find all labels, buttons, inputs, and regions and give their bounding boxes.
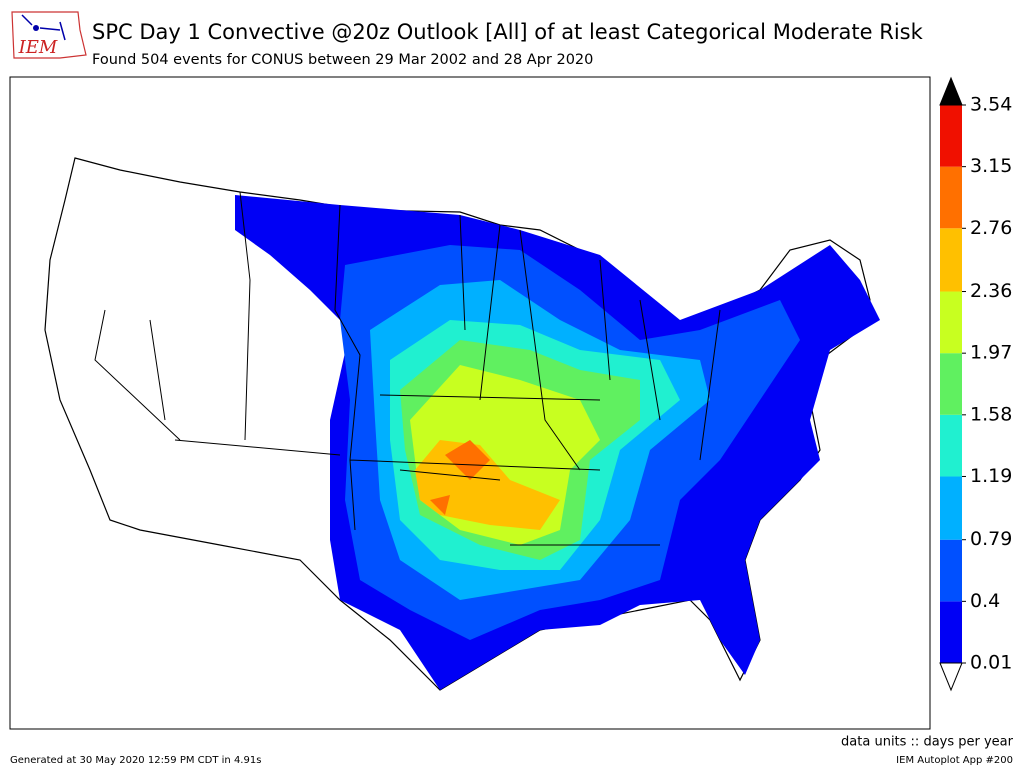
colorbar-under (939, 662, 963, 692)
colorbar-tick-label: 2.76 (970, 217, 1012, 239)
colorbar-bin (940, 353, 962, 415)
colorbar-bin (940, 166, 962, 229)
risk-area (415, 440, 560, 530)
generated-note: Generated at 30 May 2020 12:59 PM CDT in… (10, 755, 261, 766)
colorbar-tick-label: 0.4 (970, 590, 1000, 612)
colorbar-tick-label: 1.97 (970, 342, 1012, 364)
colorbar-tick-label: 1.19 (970, 465, 1012, 487)
colorbar-bin (940, 476, 962, 540)
state-borders (239, 191, 721, 546)
logo-lines (21, 14, 66, 41)
colorbar: 0.01 0.4 0.79 1.19 1.58 1.97 2.36 2.76 3.15 3.54 (939, 76, 1012, 692)
colorbar-tick-label: 2.36 (970, 280, 1012, 302)
app-note: IEM Autoplot App #200 (896, 755, 1013, 766)
logo-dot (33, 25, 39, 31)
colorbar-tick-label: 3.15 (970, 155, 1012, 177)
colorbar-bin (940, 539, 962, 602)
risk-area (430, 440, 490, 515)
colorbar-over (939, 76, 963, 106)
logo-text: IEM (18, 37, 58, 58)
colorbar-bin (940, 105, 962, 167)
colorbar-tick-label: 1.58 (970, 403, 1012, 425)
logo: IEM (11, 11, 87, 59)
colorbar-tick-label: 0.79 (970, 528, 1012, 550)
subtitle: Found 504 events for CONUS between 29 Ma… (92, 52, 593, 68)
colorbar-bin (940, 414, 962, 477)
colorbar-bin (940, 228, 962, 292)
colorbar-tick-label: 0.01 (970, 652, 1012, 674)
colorbar-bin (940, 601, 962, 663)
units-label: data units :: days per year (841, 735, 1014, 750)
map (9, 76, 931, 730)
colorbar-bin (940, 291, 962, 354)
colorbar-tick-label: 3.54 (970, 94, 1012, 116)
title: SPC Day 1 Convective @20z Outlook [All] … (92, 20, 924, 44)
state-borders (94, 279, 341, 456)
